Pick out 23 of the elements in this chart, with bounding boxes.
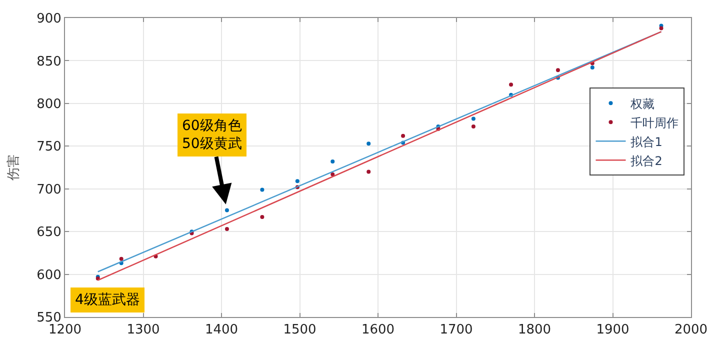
y-axis-title: 伤害 xyxy=(6,154,22,180)
x-tick-label: 1700 xyxy=(440,322,473,338)
x-tick-label: 1300 xyxy=(126,322,160,338)
y-tick-label: 600 xyxy=(36,268,62,283)
y-tick-label: 650 xyxy=(36,225,62,240)
x-tick-label: 1600 xyxy=(361,322,395,338)
y-tick-label: 850 xyxy=(36,54,62,70)
x-tick-label: 1800 xyxy=(518,322,552,338)
legend-label: 千叶周作 xyxy=(630,116,679,130)
x-tick-label: 1400 xyxy=(204,322,238,338)
y-tick-label: 900 xyxy=(36,12,62,27)
annotation: 4级蓝武器 xyxy=(75,292,140,308)
x-tick-label: 1200 xyxy=(48,322,82,338)
y-tick-label: 700 xyxy=(36,182,62,198)
y-tick-label: 750 xyxy=(36,140,62,155)
legend-label: 拟合1 xyxy=(630,134,662,149)
y-tick-label: 800 xyxy=(36,96,62,112)
legend-label: 权藏 xyxy=(630,96,655,111)
legend-label: 拟合2 xyxy=(630,154,662,168)
annotation: 60级角色 50级黄武 xyxy=(182,118,242,152)
x-tick-label: 1500 xyxy=(283,322,316,338)
x-tick-label: 1900 xyxy=(596,322,630,338)
x-tick-label: 2000 xyxy=(674,322,708,338)
